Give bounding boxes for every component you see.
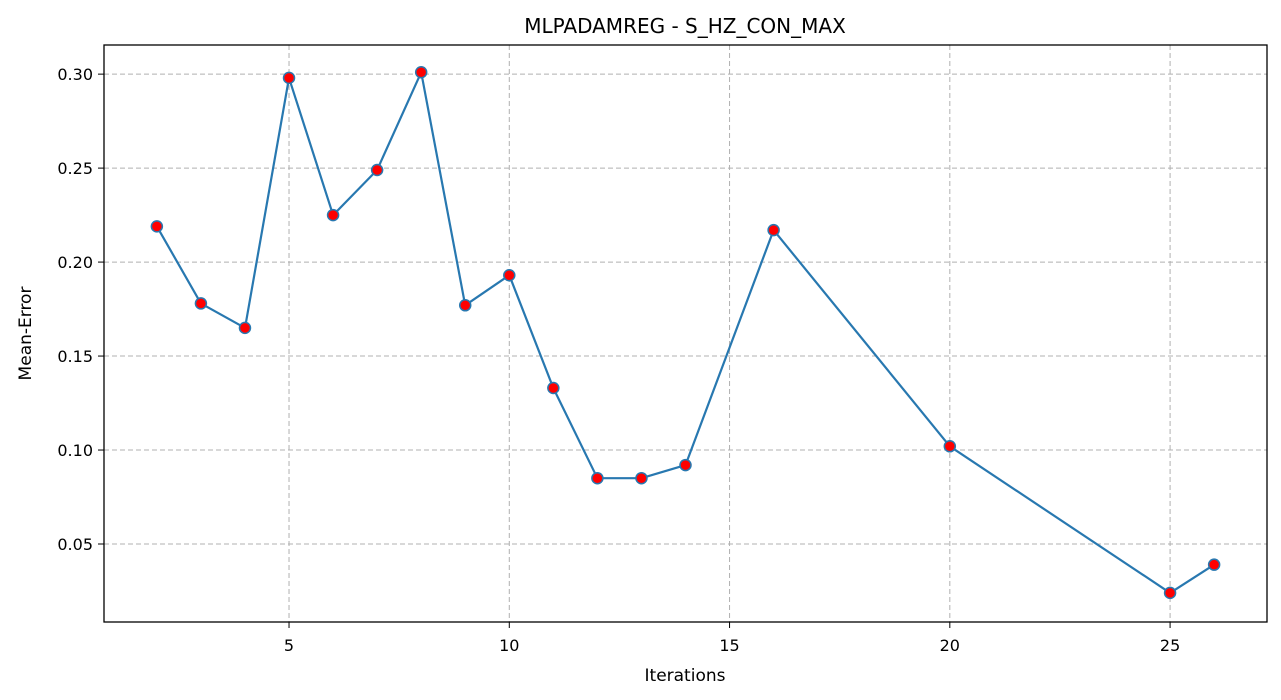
data-point bbox=[282, 71, 296, 85]
y-tick-label: 0.10 bbox=[57, 441, 93, 460]
data-point bbox=[150, 220, 164, 233]
data-point bbox=[1163, 586, 1177, 600]
data-point bbox=[679, 458, 692, 472]
y-tick-label: 0.25 bbox=[57, 159, 93, 178]
y-axis-label: Mean-Error bbox=[16, 287, 36, 381]
data-point bbox=[238, 321, 252, 335]
series-layer bbox=[150, 66, 1221, 600]
x-axis-label: Iterations bbox=[645, 666, 726, 686]
data-point bbox=[194, 297, 208, 310]
y-axis: 0.05 0.10 0.15 0.20 0.25 0.30 bbox=[57, 65, 104, 554]
chart-title: MLPADAMREG - S_HZ_CON_MAX bbox=[524, 14, 846, 38]
plot-frame bbox=[103, 44, 1268, 623]
data-point bbox=[503, 268, 516, 282]
x-tick-label: 20 bbox=[940, 636, 960, 655]
y-tick-label: 0.20 bbox=[57, 253, 93, 272]
series-line bbox=[155, 71, 1215, 595]
grid-lines bbox=[104, 45, 1267, 622]
x-tick-label: 15 bbox=[719, 636, 739, 655]
data-point bbox=[1207, 558, 1221, 571]
x-axis: 5 10 15 20 25 bbox=[284, 622, 1180, 655]
data-point bbox=[458, 299, 472, 312]
y-tick-label: 0.30 bbox=[57, 65, 93, 84]
y-tick-label: 0.05 bbox=[57, 535, 93, 554]
data-point bbox=[591, 471, 604, 485]
data-point bbox=[767, 223, 780, 237]
data-point bbox=[326, 208, 340, 222]
x-tick-label: 5 bbox=[284, 636, 294, 655]
data-point bbox=[370, 163, 384, 177]
data-point bbox=[635, 471, 648, 485]
x-tick-label: 10 bbox=[499, 636, 519, 655]
data-point bbox=[943, 440, 957, 453]
x-tick-label: 25 bbox=[1160, 636, 1180, 655]
data-point bbox=[547, 381, 560, 395]
data-point bbox=[414, 66, 428, 79]
y-tick-label: 0.15 bbox=[57, 347, 93, 366]
